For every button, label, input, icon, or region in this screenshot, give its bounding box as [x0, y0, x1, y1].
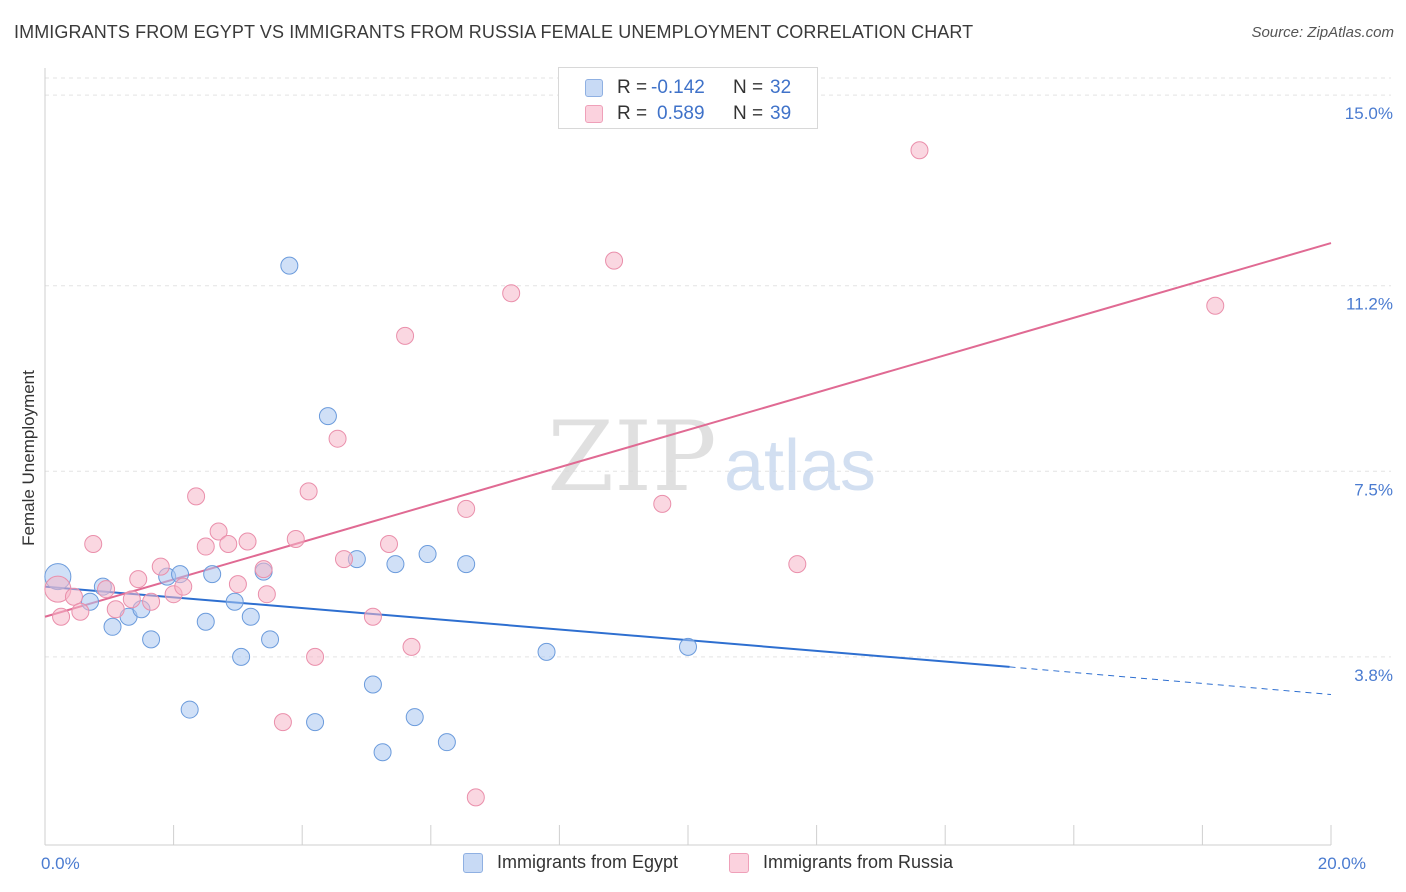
data-point-egypt: [232, 647, 251, 666]
y-tick-label: 3.8%: [1354, 666, 1393, 685]
data-point-russia: [196, 537, 215, 556]
data-point-russia: [788, 555, 807, 574]
series-legend: Immigrants from Egypt Immigrants from Ru…: [0, 852, 1406, 878]
data-point-egypt: [142, 630, 161, 649]
data-point-russia: [209, 522, 228, 541]
data-point-russia: [64, 587, 83, 606]
data-point-russia: [402, 637, 421, 656]
data-point-russia: [129, 570, 148, 589]
data-point-egypt: [103, 617, 122, 636]
legend-swatch-russia: [729, 853, 749, 873]
data-point-russia: [363, 607, 382, 626]
data-point-russia: [122, 590, 141, 609]
trend-line-extension-0: [1009, 666, 1332, 696]
data-point-russia: [396, 326, 415, 345]
data-point-russia: [84, 535, 103, 554]
n-value: 39: [770, 103, 792, 124]
data-point-egypt: [363, 675, 382, 694]
watermark-zip: ZIP: [547, 401, 716, 513]
data-point-russia: [286, 530, 305, 549]
legend-label-russia: Immigrants from Russia: [763, 852, 954, 872]
data-point-egypt: [537, 642, 556, 661]
watermark-atlas: atlas: [724, 426, 876, 506]
y-axis-label: Female Unemployment: [19, 370, 38, 546]
data-point-egypt: [196, 612, 215, 631]
data-point-egypt: [457, 555, 476, 574]
r-value: -0.142: [651, 77, 705, 98]
n-label: N =: [733, 77, 764, 98]
tick-labels: 3.8% 7.5% 11.2% 15.0% 0.0% 20.0%: [41, 104, 1393, 873]
data-point-russia: [380, 535, 399, 554]
data-point-russia: [653, 494, 672, 513]
data-point-russia: [238, 532, 257, 551]
y-tick-label: 7.5%: [1354, 480, 1393, 499]
data-point-egypt: [306, 713, 325, 732]
data-point-egypt: [261, 630, 280, 649]
data-point-egypt: [280, 256, 299, 275]
legend-label-egypt: Immigrants from Egypt: [497, 852, 679, 872]
data-point-russia: [457, 499, 476, 518]
correlation-legend: R = -0.142 N = 32 R = 0.589 N = 39: [558, 67, 818, 129]
chart-title: IMMIGRANTS FROM EGYPT VS IMMIGRANTS FROM…: [14, 22, 974, 42]
data-point-russia: [605, 251, 624, 270]
data-point-russia: [187, 487, 206, 506]
data-point-russia: [466, 788, 485, 807]
grid-lines: [45, 77, 1391, 658]
data-point-russia: [254, 560, 273, 579]
data-point-egypt: [373, 743, 392, 762]
data-point-russia: [228, 575, 247, 594]
data-point-egypt: [386, 555, 405, 574]
data-point-russia: [219, 535, 238, 554]
data-point-russia: [97, 580, 116, 599]
data-point-russia: [299, 482, 318, 501]
trend-lines: [44, 242, 1332, 696]
data-point-russia: [71, 602, 90, 621]
data-point-russia: [334, 550, 353, 569]
data-point-russia: [328, 429, 347, 448]
data-point-russia: [502, 284, 521, 303]
data-point-egypt: [241, 607, 260, 626]
data-point-egypt: [679, 637, 697, 656]
data-point-russia: [174, 577, 193, 596]
x-tick-label: 20.0%: [1318, 854, 1366, 873]
legend-swatch-egypt: [585, 79, 603, 97]
trend-line-0: [44, 585, 1010, 668]
data-point-russia: [910, 141, 929, 160]
legend-swatch-russia: [585, 105, 603, 123]
data-point-russia: [273, 713, 292, 732]
r-label: R =: [617, 77, 648, 98]
data-point-egypt: [437, 733, 456, 752]
data-point-egypt: [203, 565, 222, 584]
r-value: 0.589: [657, 103, 705, 124]
n-value: 32: [770, 77, 792, 98]
data-point-russia: [306, 647, 325, 666]
source-label: Source: ZipAtlas.com: [1251, 24, 1394, 41]
r-label: R =: [617, 103, 648, 124]
data-points: [44, 141, 1225, 807]
trend-line-1: [44, 242, 1332, 618]
watermark: ZIP atlas: [547, 401, 876, 513]
data-point-egypt: [318, 407, 337, 426]
data-point-egypt: [225, 592, 244, 611]
data-point-russia: [142, 592, 161, 611]
data-point-russia: [1206, 296, 1225, 315]
axes: [44, 68, 1332, 846]
y-tick-label: 11.2%: [1346, 295, 1393, 314]
x-tick-label: 0.0%: [41, 854, 80, 873]
data-point-egypt: [418, 545, 437, 564]
data-point-russia: [106, 600, 125, 619]
n-label: N =: [733, 103, 764, 124]
legend-swatch-egypt: [463, 853, 483, 873]
data-point-egypt: [405, 708, 424, 727]
data-point-russia: [151, 557, 170, 576]
y-tick-label: 15.0%: [1345, 104, 1393, 123]
data-point-russia: [257, 585, 276, 604]
data-point-russia: [52, 607, 71, 626]
data-point-egypt: [180, 700, 199, 719]
